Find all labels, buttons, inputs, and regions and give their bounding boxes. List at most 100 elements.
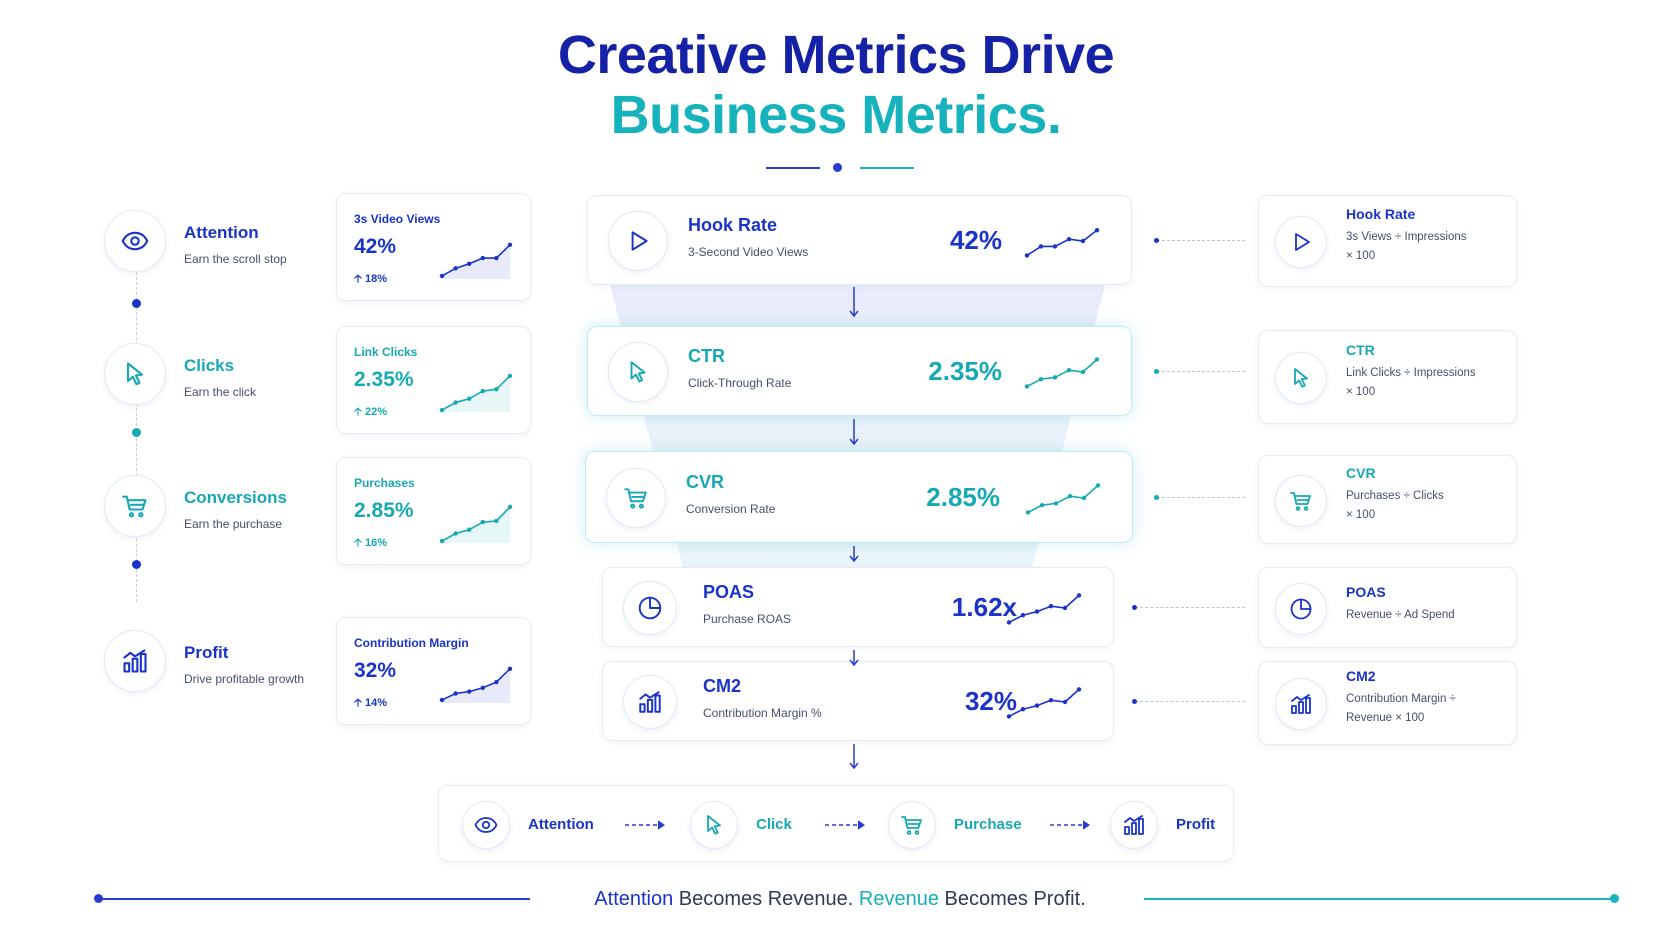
- sparkline-point: [494, 679, 499, 685]
- sparkline-line: [1027, 484, 1099, 514]
- metric-delta-value: 16%: [364, 537, 387, 549]
- sparkline-point: [439, 697, 445, 703]
- formula-title: CM2: [1346, 668, 1376, 684]
- sparkline-line: [441, 506, 511, 542]
- arrow-right-icon: [825, 820, 865, 830]
- sparkline-point: [1081, 495, 1087, 501]
- bar-chart-icon: [1289, 692, 1313, 716]
- sparkline-point: [1024, 253, 1030, 258]
- sparkline-line: [441, 244, 511, 277]
- funnel-title: POAS: [703, 582, 755, 602]
- sparkline-point: [1006, 620, 1012, 625]
- formula-card: CTR Link Clicks ÷ Impressions × 100: [1258, 330, 1517, 424]
- formula-card: Hook Rate 3s Views ÷ Impressions × 100: [1258, 195, 1517, 287]
- sparkline-point: [1006, 714, 1012, 719]
- arrow-up-icon: 🡡: [354, 697, 362, 709]
- bar-chart-icon: [121, 647, 149, 675]
- funnel-title: CM2: [703, 676, 742, 696]
- funnel-value: 32%: [964, 686, 1017, 716]
- cart-icon-circle: [888, 801, 936, 849]
- funnel-value: 2.85%: [926, 482, 1000, 512]
- metric-label: Link Clicks: [354, 345, 418, 359]
- stage-title: Attention: [184, 223, 259, 242]
- connector-dot: [1154, 369, 1159, 374]
- sparkline-point: [1062, 605, 1068, 611]
- flow-label: Profit: [1176, 816, 1216, 833]
- metric-label: Purchases: [354, 476, 415, 490]
- stage-title: Conversions: [184, 488, 287, 507]
- sparkline-point: [467, 689, 472, 694]
- footer-phrase-1: Becomes Revenue.: [673, 888, 859, 910]
- cursor-icon-circle: [690, 801, 738, 849]
- play-icon-circle: [608, 211, 668, 271]
- timeline-dot: [132, 299, 141, 308]
- bar-chart-icon: [1122, 813, 1146, 837]
- pie-chart-icon-circle: [1275, 582, 1327, 635]
- sparkline-point: [1066, 237, 1072, 242]
- formula-line: Revenue × 100: [1346, 712, 1425, 724]
- sparkline-point: [1094, 228, 1100, 233]
- arrow-up-icon: 🡡: [354, 406, 362, 418]
- cursor-icon: [121, 360, 149, 388]
- title-divider: [0, 163, 1672, 173]
- formula-line: × 100: [1346, 386, 1376, 398]
- cart-icon-circle: [104, 475, 166, 537]
- arrow-down-icon: [849, 546, 859, 563]
- sparkline-point: [439, 407, 445, 413]
- sparkline-point: [1053, 501, 1059, 506]
- sparkline-point: [494, 255, 499, 261]
- sparkline-funnel-1: [1024, 357, 1100, 389]
- stage-title: Clicks: [184, 356, 235, 375]
- arrow-right-icon: [1050, 820, 1090, 830]
- sparkline-area: [442, 244, 510, 279]
- footer-dot-right: [1610, 894, 1619, 903]
- connector-line: [1157, 240, 1245, 241]
- arrow-down-icon: [849, 744, 859, 770]
- sparkline-point: [1052, 244, 1058, 249]
- metric-delta-value: 22%: [364, 406, 387, 418]
- metric-delta: 🡡 14%: [354, 694, 387, 713]
- sparkline-point: [1039, 503, 1045, 508]
- formula-line: × 100: [1346, 508, 1376, 521]
- sparkline-funnel-2: [1025, 483, 1101, 515]
- formula-title: CVR: [1346, 464, 1376, 481]
- footer-line-left: [98, 898, 530, 900]
- footer-tagline: Attention Becomes Revenue. Revenue Becom…: [540, 888, 1140, 911]
- funnel-card: CM2 Contribution Margin % 32%: [602, 661, 1114, 741]
- formula-card: CM2 Contribution Margin ÷ Revenue × 100: [1258, 661, 1517, 745]
- metric-card: [336, 193, 531, 301]
- funnel-card: Hook Rate 3-Second Video Views 42%: [587, 195, 1132, 285]
- sparkline-area: [442, 375, 510, 412]
- metric-value: 2.35%: [354, 368, 414, 391]
- eye-icon: [121, 227, 149, 255]
- sparkline-point: [494, 518, 499, 524]
- funnel-subtitle: Conversion Rate: [686, 502, 776, 516]
- cart-icon-circle: [606, 468, 666, 528]
- sparkline-point: [480, 519, 485, 525]
- connector-dot: [1154, 495, 1159, 500]
- sparkline-point: [467, 261, 472, 266]
- connector-dot: [1154, 238, 1159, 243]
- funnel-value: 42%: [949, 225, 1002, 255]
- formula-card: POAS Revenue ÷ Ad Spend: [1258, 567, 1517, 648]
- connector-line: [1135, 701, 1245, 702]
- formula-line: Purchases ÷ Clicks: [1346, 489, 1444, 502]
- sparkline-area: [442, 668, 510, 703]
- sparkline-point: [1024, 384, 1030, 389]
- funnel-card: CTR Click-Through Rate 2.35%: [587, 326, 1132, 416]
- sparkline-point: [1062, 699, 1068, 705]
- formula-line: Contribution Margin ÷: [1346, 693, 1456, 705]
- sparkline-point: [1067, 494, 1073, 499]
- sparkline-line: [1008, 688, 1080, 718]
- play-icon: [625, 228, 651, 254]
- arrow-down-icon: [849, 419, 859, 446]
- stage-title: Profit: [184, 643, 229, 662]
- bar-chart-icon-circle: [104, 630, 166, 692]
- sparkline-point: [467, 527, 472, 532]
- formula-line: 3s Views ÷ Impressions: [1346, 231, 1467, 243]
- connector-line: [1135, 607, 1245, 608]
- sparkline-line: [1026, 358, 1098, 388]
- arrow-right-icon: [625, 820, 665, 830]
- metric-delta-value: 14%: [364, 697, 387, 709]
- sparkline-point: [1020, 707, 1026, 712]
